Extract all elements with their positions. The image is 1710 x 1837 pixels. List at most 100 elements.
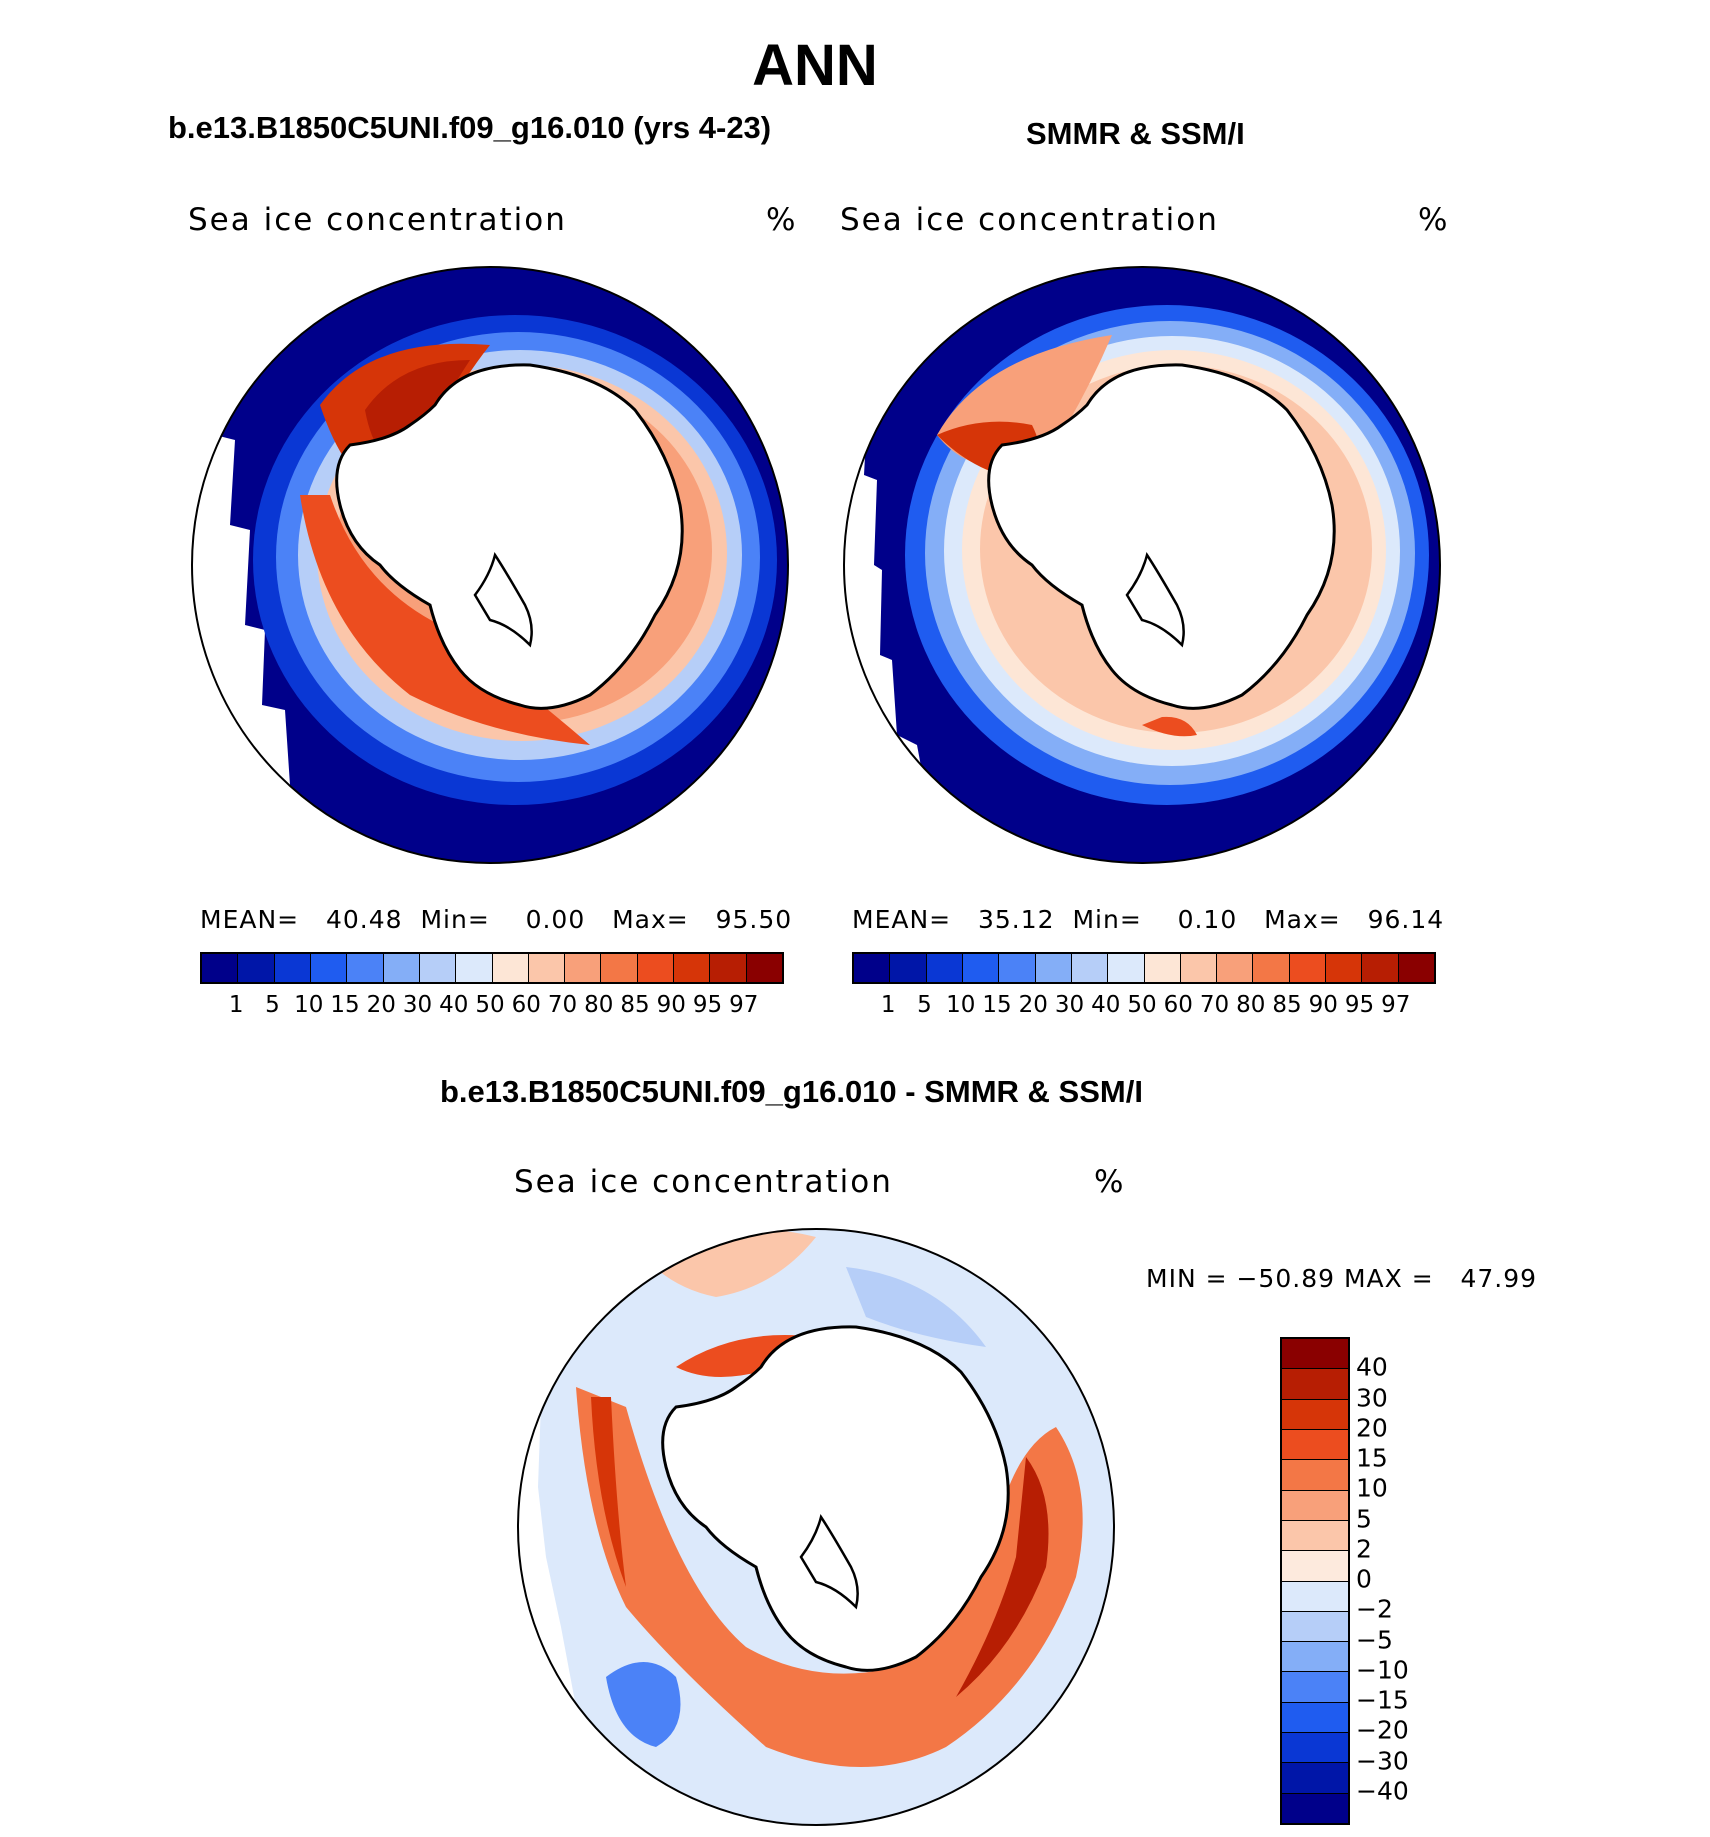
obs-colorbar-swatch <box>926 954 963 982</box>
model-stats: MEAN= 40.48 Min= 0.00 Max= 95.50 <box>200 905 793 934</box>
ice-core-ross <box>1142 716 1197 737</box>
antarctica-continent <box>987 363 1336 710</box>
obs-colorbar-swatch <box>1071 954 1109 982</box>
diff-unit-label: % <box>1094 1164 1126 1200</box>
model-field-label: Sea ice concentration <box>188 202 567 238</box>
obs-colorbar-tick-label: 30 <box>1054 992 1085 1018</box>
page-title: ANN <box>752 33 878 98</box>
diff-colorbar-swatch <box>1282 1763 1348 1794</box>
diff-colorbar-tick-label: 40 <box>1356 1352 1388 1382</box>
diff-field-label: Sea ice concentration <box>514 1164 893 1200</box>
diff-colorbar-swatch <box>1282 1369 1348 1400</box>
diff-colorbar-tick-label: 30 <box>1356 1383 1388 1412</box>
obs-polar-map <box>843 266 1441 864</box>
model-colorbar-swatch <box>746 954 782 982</box>
diff-colorbar-swatch <box>1282 1672 1348 1703</box>
model-colorbar-tick-label: 5 <box>265 992 280 1018</box>
negative-patch-northeast <box>846 1267 986 1347</box>
obs-colorbar-swatch <box>854 954 891 982</box>
map-border <box>517 1228 1115 1826</box>
obs-colorbar-tick-label: 15 <box>982 992 1012 1018</box>
obs-field-label: Sea ice concentration <box>840 202 1219 238</box>
model-colorbar-tick-label: 70 <box>547 992 578 1018</box>
obs-colorbar-swatch <box>1362 954 1399 982</box>
model-colorbar-swatch <box>710 954 747 982</box>
diff-polar-map <box>517 1228 1115 1826</box>
diff-colorbar-swatch <box>1282 1793 1348 1823</box>
ross-ice-shelf-outline <box>799 1513 859 1610</box>
model-colorbar-swatch <box>492 954 529 982</box>
obs-colorbar-ticks: 1 5 10 15 20 30 40 50 60 70 80 85 90 95 97 <box>852 992 1432 1022</box>
model-colorbar-tick-label: 1 <box>228 992 244 1018</box>
model-colorbar-swatch <box>565 954 602 982</box>
model-colorbar <box>200 952 784 984</box>
model-colorbar-tick-label: 15 <box>330 992 360 1018</box>
obs-colorbar-swatch <box>890 954 927 982</box>
model-colorbar-swatch <box>637 954 675 982</box>
obs-colorbar-swatch <box>1289 954 1327 982</box>
obs-stats: MEAN= 35.12 Min= 0.10 Max= 96.14 <box>852 905 1445 934</box>
diff-stats: MIN = −50.89 MAX = 47.99 <box>1146 1264 1538 1293</box>
model-colorbar-swatch <box>528 954 566 982</box>
model-subtitle: b.e13.B1850C5UNI.f09_g16.010 (yrs 4-23) <box>168 110 772 145</box>
model-colorbar-swatch <box>202 954 239 982</box>
positive-core-east <box>956 1457 1049 1697</box>
diff-colorbar-swatch <box>1282 1581 1348 1612</box>
map-border <box>191 266 789 864</box>
diff-colorbar <box>1280 1337 1350 1825</box>
diff-colorbar-tick-label: 10 <box>1356 1473 1388 1503</box>
diff-colorbar-swatch <box>1282 1490 1348 1521</box>
obs-colorbar-tick-label: 80 <box>1236 992 1266 1018</box>
obs-unit-label: % <box>1418 202 1450 238</box>
diff-colorbar-tick-label: −20 <box>1356 1715 1409 1745</box>
model-colorbar-tick-label: 30 <box>402 992 433 1018</box>
obs-colorbar-swatch <box>1217 954 1254 982</box>
model-colorbar-tick-label: 90 <box>656 992 686 1018</box>
obs-colorbar-tick-label: 20 <box>1018 992 1048 1018</box>
diff-colorbar-tick-label: −40 <box>1356 1776 1409 1806</box>
obs-colorbar-swatch <box>1398 954 1434 982</box>
obs-colorbar-swatch <box>1144 954 1181 982</box>
map-border <box>843 266 1441 864</box>
model-polar-map <box>191 266 789 864</box>
model-colorbar-tick-label: 50 <box>475 992 505 1018</box>
obs-colorbar-swatch <box>1035 954 1072 982</box>
obs-colorbar-swatch <box>1253 954 1290 982</box>
obs-colorbar-tick-label: 10 <box>946 992 976 1018</box>
diff-colorbar-tick-label: 2 <box>1356 1534 1372 1564</box>
model-colorbar-tick-label: 20 <box>366 992 396 1018</box>
positive-core-west <box>591 1397 626 1587</box>
diff-colorbar-swatch <box>1282 1642 1348 1673</box>
model-colorbar-swatch <box>347 954 384 982</box>
diff-colorbar-tick-label: 20 <box>1356 1413 1388 1443</box>
diff-colorbar-tick-label: 5 <box>1356 1504 1372 1533</box>
model-colorbar-tick-label: 97 <box>729 992 759 1018</box>
obs-colorbar-tick-label: 5 <box>917 992 932 1018</box>
diff-colorbar-ticks: 40 30 20 15 10 5 2 0 −2 −5 −10 −15 −20 −30 −40 <box>1356 1337 1456 1821</box>
model-colorbar-ticks: 1 5 10 15 20 30 40 50 60 70 80 85 90 95 97 <box>200 992 780 1022</box>
model-unit-label: % <box>766 202 798 238</box>
obs-colorbar <box>852 952 1436 984</box>
obs-colorbar-tick-label: 40 <box>1091 992 1121 1018</box>
model-colorbar-swatch <box>419 954 457 982</box>
obs-colorbar-tick-label: 50 <box>1127 992 1157 1018</box>
obs-colorbar-swatch <box>1326 954 1363 982</box>
obs-colorbar-tick-label: 70 <box>1199 992 1230 1018</box>
model-colorbar-tick-label: 60 <box>511 992 541 1018</box>
diff-colorbar-tick-label: −15 <box>1356 1685 1409 1715</box>
obs-colorbar-swatch <box>1180 954 1218 982</box>
diff-colorbar-tick-label: −5 <box>1356 1625 1393 1654</box>
diff-colorbar-tick-label: −30 <box>1356 1746 1409 1775</box>
model-colorbar-swatch <box>601 954 638 982</box>
model-colorbar-tick-label: 10 <box>294 992 324 1018</box>
model-colorbar-tick-label: 85 <box>620 992 650 1018</box>
antarctica-continent <box>335 363 684 710</box>
diff-colorbar-tick-label: 0 <box>1356 1564 1372 1594</box>
ross-ice-shelf-outline <box>473 551 533 648</box>
model-colorbar-swatch <box>274 954 311 982</box>
diff-colorbar-swatch <box>1282 1429 1348 1461</box>
model-colorbar-tick-label: 40 <box>439 992 469 1018</box>
model-colorbar-tick-label: 95 <box>692 992 723 1018</box>
obs-colorbar-tick-label: 95 <box>1344 992 1375 1018</box>
model-colorbar-swatch <box>238 954 275 982</box>
